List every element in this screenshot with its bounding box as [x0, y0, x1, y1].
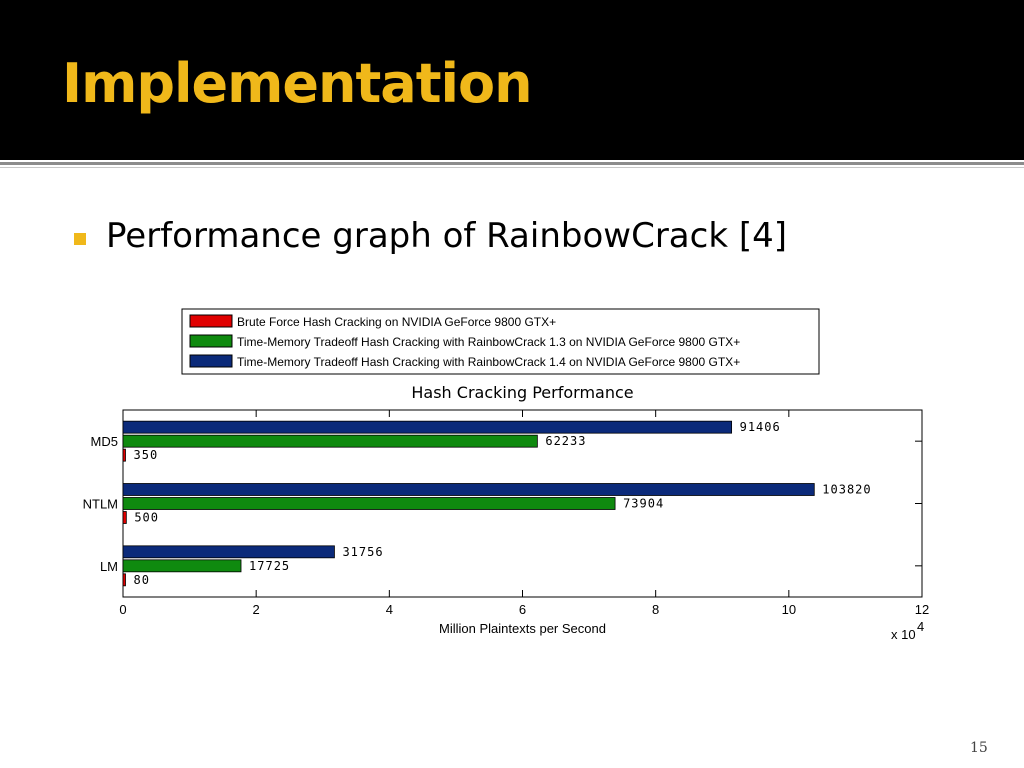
x-tick-label: 2: [253, 602, 260, 617]
data-label: 80: [134, 573, 150, 587]
x-tick-label: 10: [782, 602, 796, 617]
slide-title: Implementation: [62, 52, 533, 115]
bar: [122, 497, 616, 510]
bar: [122, 573, 126, 587]
data-label: 62233: [545, 434, 586, 448]
slide-number: 15: [970, 740, 988, 756]
bar: [122, 545, 335, 559]
data-label: 350: [134, 448, 159, 462]
data-label: 103820: [822, 483, 871, 497]
data-label: 91406: [740, 420, 781, 434]
chart-title: Hash Cracking Performance: [411, 383, 633, 402]
legend-swatch: [189, 354, 233, 368]
y-tick-label: NTLM: [83, 497, 118, 512]
data-label: 31756: [342, 545, 383, 559]
legend-swatch: [189, 334, 233, 348]
bullet-text: Performance graph of RainbowCrack [4]: [106, 216, 787, 256]
x-scale-exponent: 4: [917, 619, 924, 634]
data-label: 17725: [249, 559, 290, 573]
x-tick-label: 12: [915, 602, 929, 617]
bar: [122, 420, 733, 434]
bar: [122, 448, 126, 462]
x-tick-label: 8: [652, 602, 659, 617]
legend-entry: Time-Memory Tradeoff Hash Cracking with …: [237, 355, 740, 369]
legend-entry: Time-Memory Tradeoff Hash Cracking with …: [237, 335, 740, 349]
x-tick-label: 4: [386, 602, 393, 617]
x-tick-label: 0: [119, 602, 126, 617]
bar: [122, 511, 127, 524]
legend-entry: Brute Force Hash Cracking on NVIDIA GeFo…: [237, 315, 556, 329]
y-tick-label: LM: [100, 559, 118, 574]
bar: [122, 434, 538, 448]
bullet-square-icon: [74, 233, 86, 245]
bar: [122, 559, 242, 573]
title-bar: [0, 0, 1024, 160]
legend-box: [181, 308, 820, 375]
data-label: 500: [134, 511, 159, 525]
x-scale-label: x 10: [891, 627, 916, 642]
x-axis-label: Million Plaintexts per Second: [439, 621, 606, 636]
data-label: 73904: [623, 497, 664, 511]
bar: [122, 483, 815, 496]
x-tick-label: 6: [519, 602, 526, 617]
legend-swatch: [189, 314, 233, 328]
divider-line-thin: [0, 167, 1024, 168]
y-tick-label: MD5: [91, 434, 118, 449]
divider-line: [0, 162, 1024, 165]
